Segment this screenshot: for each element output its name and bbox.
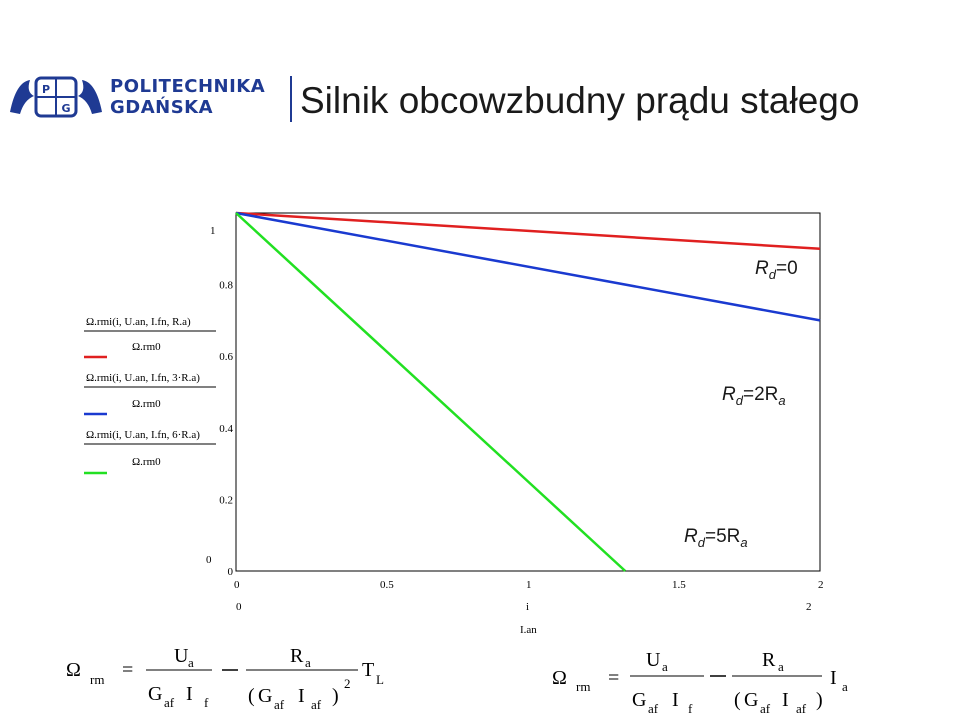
y-tick-label-4: 0.8 xyxy=(219,280,233,292)
y-tick-label-2: 0.4 xyxy=(219,423,233,435)
svg-text:af: af xyxy=(760,701,771,716)
legend: Ω.rmi(i, U.an, I.fn, R.a) Ω.rm0 Ω.rmi(i,… xyxy=(84,316,216,475)
x-tick-label-0: 0 xyxy=(234,579,240,591)
svg-text:af: af xyxy=(796,701,807,716)
x-range-right-label: 2 xyxy=(806,601,812,613)
legend-den-2: Ω.rm0 xyxy=(132,398,161,410)
series-line-1 xyxy=(235,211,821,322)
x-axis-label: I.an xyxy=(520,624,537,636)
x-variable-label: i xyxy=(526,601,529,613)
svg-text:I: I xyxy=(672,689,679,711)
svg-text:T: T xyxy=(362,659,374,681)
y-range-bottom-label: 0 xyxy=(206,554,212,566)
svg-text:I: I xyxy=(298,685,305,707)
legend-num-1: Ω.rmi(i, U.an, I.fn, R.a) xyxy=(86,316,191,328)
legend-num-3: Ω.rmi(i, U.an, I.fn, 6·R.a) xyxy=(86,429,200,441)
svg-text:f: f xyxy=(688,701,693,716)
svg-text:rm: rm xyxy=(90,672,104,687)
title-separator xyxy=(290,76,292,122)
university-crest-icon: P G xyxy=(10,76,102,118)
svg-text:(: ( xyxy=(248,685,255,707)
x-tick-label-3: 1.5 xyxy=(672,579,686,591)
svg-text:af: af xyxy=(274,697,285,712)
svg-text:=: = xyxy=(122,659,133,681)
x-range-left-label: 0 xyxy=(236,601,242,613)
svg-text:=: = xyxy=(608,667,619,689)
svg-text:I: I xyxy=(830,667,837,689)
svg-text:af: af xyxy=(164,695,175,710)
svg-text:f: f xyxy=(204,695,209,710)
svg-text:a: a xyxy=(188,655,194,670)
svg-text:G: G xyxy=(632,689,646,711)
plot-area xyxy=(235,212,821,572)
svg-text:G: G xyxy=(258,685,272,707)
svg-text:G: G xyxy=(61,102,70,115)
y-tick-label-0: 0 xyxy=(228,566,234,578)
annotation-rd-5ra: Rd=5Ra xyxy=(684,526,748,550)
svg-text:a: a xyxy=(778,659,784,674)
formula-2: Ω rm = U a G af I f R a ( G af I af ) I … xyxy=(552,649,848,716)
x-tick-label-1: 0.5 xyxy=(380,579,394,591)
svg-text:(: ( xyxy=(734,689,741,711)
svg-text:a: a xyxy=(662,659,668,674)
y-tick-label-3: 0.6 xyxy=(219,351,233,363)
logo-line2: GDAŃSKA xyxy=(110,97,214,118)
annotation-rd-0: Rd=0 xyxy=(755,258,798,282)
logo-line1: POLITECHNIKA xyxy=(110,76,266,97)
svg-text:a: a xyxy=(842,679,848,694)
x-tick-label-2: 1 xyxy=(526,579,532,591)
y-range-top-label: 1 xyxy=(210,225,216,237)
svg-text:R: R xyxy=(290,645,304,667)
svg-text:af: af xyxy=(648,701,659,716)
svg-text:U: U xyxy=(174,645,189,667)
svg-text:R: R xyxy=(762,649,776,671)
svg-text:): ) xyxy=(332,685,339,707)
svg-text:2: 2 xyxy=(344,676,351,691)
svg-text:I: I xyxy=(186,683,193,705)
formula-1: Ω rm = U a G af I f R a ( G af I af ) 2 … xyxy=(66,645,384,712)
svg-text:Ω: Ω xyxy=(66,659,81,681)
svg-text:G: G xyxy=(744,689,758,711)
svg-text:): ) xyxy=(816,689,823,711)
svg-text:P: P xyxy=(42,83,50,96)
legend-den-1: Ω.rm0 xyxy=(132,341,161,353)
svg-text:a: a xyxy=(305,655,311,670)
legend-den-3: Ω.rm0 xyxy=(132,456,161,468)
svg-text:rm: rm xyxy=(576,679,590,694)
y-tick-label-1: 0.2 xyxy=(219,494,233,506)
legend-num-2: Ω.rmi(i, U.an, I.fn, 3·R.a) xyxy=(86,372,200,384)
svg-text:U: U xyxy=(646,649,661,671)
svg-text:Ω: Ω xyxy=(552,667,567,689)
svg-text:I: I xyxy=(782,689,789,711)
svg-text:G: G xyxy=(148,683,162,705)
annotation-rd-2ra: Rd=2Ra xyxy=(722,384,786,408)
svg-text:L: L xyxy=(376,672,384,687)
x-tick-label-4: 2 xyxy=(818,579,824,591)
svg-text:af: af xyxy=(311,697,322,712)
series-line-0 xyxy=(235,211,821,251)
series-line-2 xyxy=(235,212,627,572)
slide-title: Silnik obcowzbudny prądu stałego xyxy=(300,80,860,121)
